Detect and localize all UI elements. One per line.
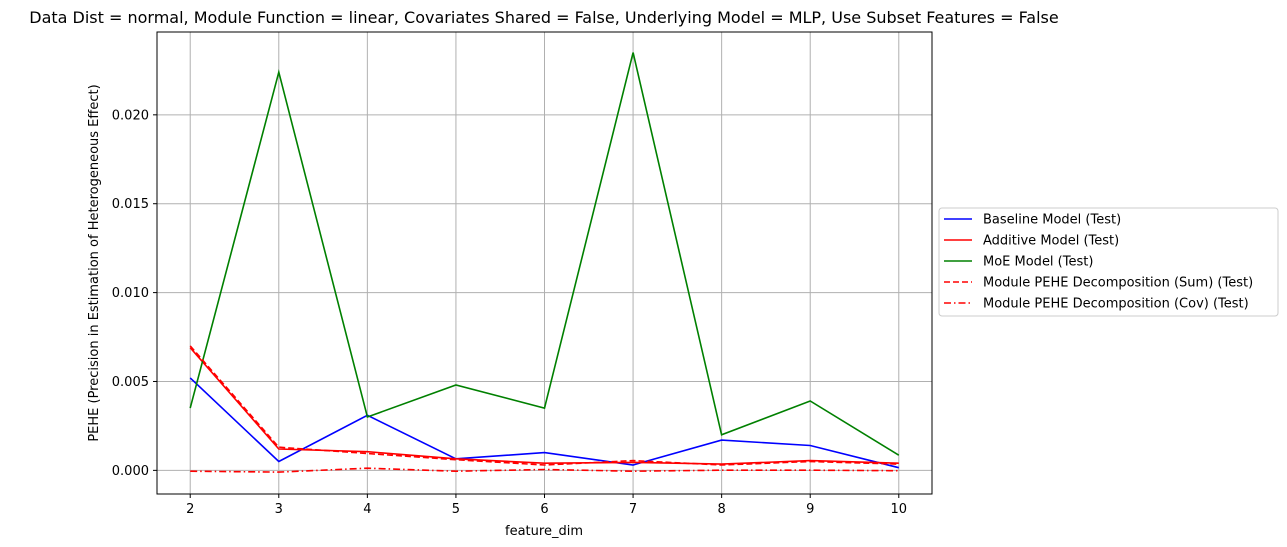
x-tick-label: 3 (275, 502, 283, 517)
x-tick-label: 4 (363, 502, 371, 517)
legend-label: Baseline Model (Test) (983, 213, 1121, 228)
series-lines (189, 52, 900, 473)
legend-label: Module PEHE Decomposition (Sum) (Test) (983, 276, 1253, 291)
y-ticks: 0.000 0.005 0.010 0.015 0.020 (112, 108, 157, 479)
x-axis-label: feature_dim (505, 524, 583, 539)
y-tick-label: 0.005 (112, 375, 149, 390)
legend: Baseline Model (Test) Additive Model (Tes… (938, 207, 1279, 317)
x-tick-label: 6 (540, 502, 548, 517)
x-tick-label: 10 (891, 502, 908, 517)
series-line-baseline-model-test (189, 377, 899, 469)
series-line-module-pehe-decomposition-cov-test (190, 467, 899, 473)
grid (157, 32, 932, 494)
x-ticks: 2 3 4 5 6 7 8 9 10 (186, 494, 907, 517)
legend-label: Module PEHE Decomposition (Cov) (Test) (983, 297, 1249, 312)
chart-title: Data Dist = normal, Module Function = li… (29, 8, 1058, 27)
x-tick-label: 8 (718, 502, 726, 517)
legend-label: MoE Model (Test) (983, 255, 1093, 270)
y-axis-label: PEHE (Precision in Estimation of Heterog… (87, 84, 102, 441)
x-tick-label: 5 (452, 502, 460, 517)
series-line-module-pehe-decomposition-sum-test (189, 345, 899, 466)
legend-box (938, 207, 1279, 317)
x-tick-label: 2 (186, 502, 194, 517)
y-tick-label: 0.000 (112, 464, 149, 479)
x-tick-label: 7 (629, 502, 637, 517)
x-tick-label: 9 (806, 502, 814, 517)
legend-label: Additive Model (Test) (983, 234, 1119, 249)
y-tick-label: 0.020 (112, 108, 149, 123)
series-line-moe-model-test (189, 52, 900, 456)
y-tick-label: 0.010 (112, 286, 149, 301)
y-tick-label: 0.015 (112, 197, 149, 212)
